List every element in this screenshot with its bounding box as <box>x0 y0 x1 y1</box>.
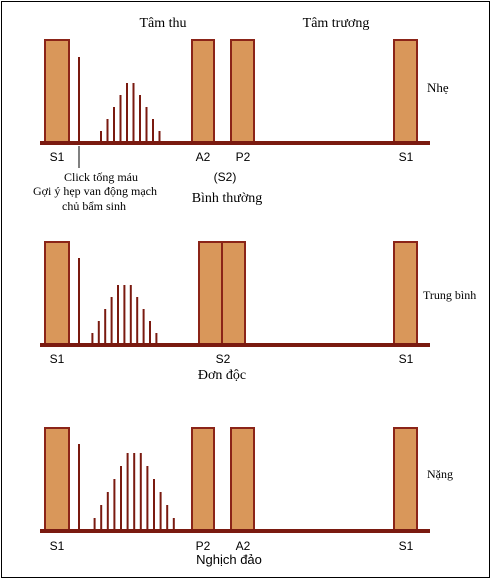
severity-label: Nặng <box>427 467 453 481</box>
panel-severe: Nặng S1 P2 A2 S1 Nghịch đảo <box>40 427 453 567</box>
p2-block <box>230 39 255 144</box>
s1-block-left <box>44 427 70 532</box>
severity-label: Trung bình <box>423 288 476 302</box>
panel-moderate: Trung bình S1 S2 S1 Đơn độc <box>40 241 476 383</box>
murmur-group <box>91 285 158 345</box>
s1-block-right <box>393 241 418 346</box>
panel-mild: Nhẹ S1 A2 P2 S1 Click tống máu Gợi ý hẹp… <box>33 39 449 213</box>
p2-block <box>191 427 215 532</box>
diastole-label: Tâm trương <box>303 16 370 31</box>
p2-label: P2 <box>236 150 251 164</box>
s1-block-right <box>393 39 418 144</box>
split-note: Đơn độc <box>198 368 246 383</box>
s2-label: S2 <box>216 352 231 366</box>
s1-left-label: S1 <box>50 539 65 553</box>
s1-right-label: S1 <box>399 352 414 366</box>
s1-left-label: S1 <box>50 352 65 366</box>
click-note: Click tống máu <box>64 170 138 184</box>
p2-label: P2 <box>196 539 211 553</box>
s2-note: (S2) <box>214 170 237 184</box>
s1-block-right <box>393 427 418 532</box>
a2-block <box>191 39 215 144</box>
s2-block-a <box>198 241 223 346</box>
s1-right-label: S1 <box>399 539 414 553</box>
severity-label: Nhẹ <box>427 80 449 95</box>
split-note: Nghịch đảo <box>196 552 262 567</box>
a2-label: A2 <box>196 150 211 164</box>
a2-block <box>230 427 255 532</box>
s2-block-b <box>221 241 246 346</box>
suggestion-note-1: Gợi ý hẹp van động mạch <box>33 184 157 198</box>
s1-left-label: S1 <box>50 150 65 164</box>
a2-label: A2 <box>236 539 251 553</box>
systole-label: Tâm thu <box>139 16 186 31</box>
murmur-group <box>93 453 175 531</box>
suggestion-note-2: chủ bẩm sinh <box>62 199 126 213</box>
s1-block-left <box>44 39 70 144</box>
s1-block-left <box>44 241 70 346</box>
split-note: Bình thường <box>192 191 263 206</box>
s1-right-label: S1 <box>399 150 414 164</box>
murmur-group <box>100 83 161 143</box>
